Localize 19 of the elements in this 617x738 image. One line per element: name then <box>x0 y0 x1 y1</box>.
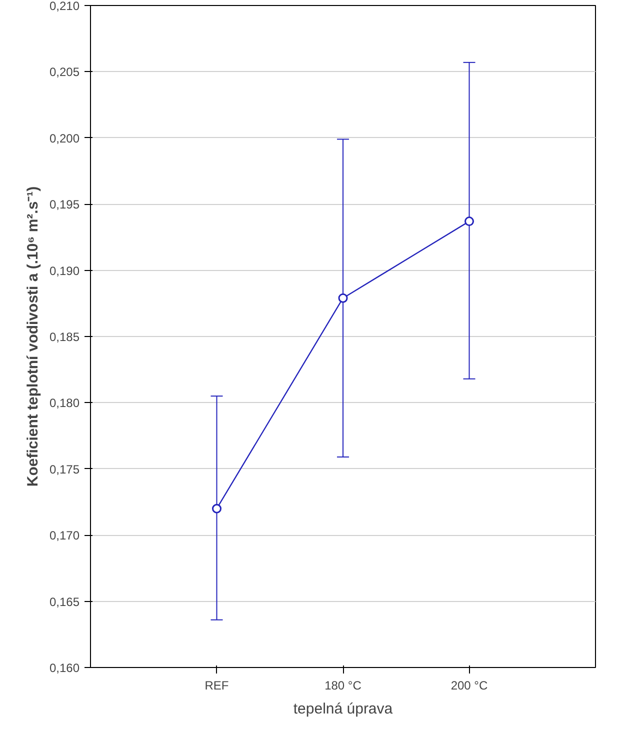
x-tick-label: 180 °C <box>324 678 362 692</box>
y-tick-label: 0,195 <box>49 198 80 212</box>
y-tick-label: 0,210 <box>49 0 80 13</box>
point <box>464 216 474 226</box>
y-tick-label: 0,190 <box>49 264 80 278</box>
y-tick-label: 0,205 <box>49 65 80 80</box>
x-tick-label: 200 °C <box>450 678 488 692</box>
y-tick-label: 0,160 <box>49 661 80 675</box>
point <box>212 504 222 514</box>
y-tick-label: 0,180 <box>49 396 80 410</box>
x-tick-label: REF <box>204 678 229 692</box>
y-tick-label: 0,175 <box>49 462 80 476</box>
y-tick-label: 0,165 <box>49 594 80 609</box>
y-tick-label: 0,200 <box>49 131 80 146</box>
y-axis-title: Koeficient teplotní vodivosti a (.10⁶ m².s⁻¹) <box>24 186 42 487</box>
x-axis-title: tepelná úprava <box>293 700 394 718</box>
y-tick-label: 0,170 <box>49 528 80 543</box>
point <box>338 293 348 303</box>
y-tick-label: 0,185 <box>49 330 80 344</box>
